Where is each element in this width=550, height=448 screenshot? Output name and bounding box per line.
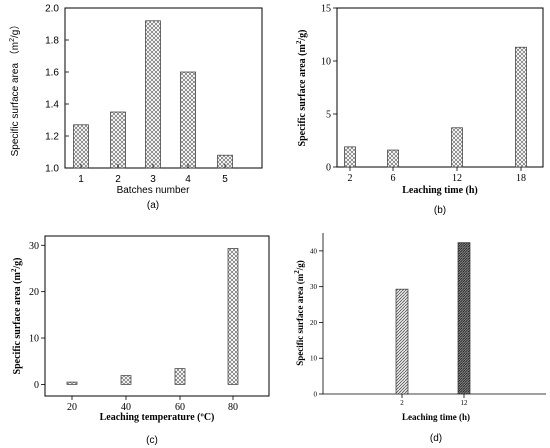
x-tick-label: 2: [115, 174, 121, 185]
panel-label: (c): [146, 435, 158, 446]
bar: [387, 149, 399, 168]
chart-panel-c: 0 10 20 30 20 40 60 80 Leaching temperature (ºC)…: [10, 235, 270, 446]
bar: [344, 146, 356, 168]
y-axis-label: Specific surface area （m2/g）: [9, 20, 21, 157]
panel-label: (a): [147, 200, 159, 211]
chart-panel-b: 0 5 10 15 2 6 12 18 Leaching time (h) Specific su…: [295, 4, 544, 216]
bar: [174, 368, 186, 385]
bar: [110, 111, 126, 169]
y-tick-label: 2.0: [45, 4, 59, 15]
x-tick-label: 4: [185, 174, 191, 185]
x-tick-label: 1: [78, 174, 84, 185]
y-tick-label: 10: [310, 355, 318, 363]
x-tick-label: 20: [67, 402, 77, 413]
x-tick-label: 6: [391, 173, 396, 184]
y-tick-label: 20: [310, 319, 318, 327]
x-tick-label: 12: [452, 173, 462, 184]
x-tick-label: 2: [348, 173, 353, 184]
bar: [457, 242, 471, 395]
x-tick-label: 12: [461, 399, 469, 407]
bar: [395, 288, 409, 395]
y-axis-label: Specific surface area (m2/g): [293, 260, 305, 366]
y-tick-label: 1.0: [45, 164, 59, 175]
y-tick-label: 0: [34, 380, 39, 391]
x-tick-label: 5: [222, 174, 228, 185]
chart-panel-a: 1.0 1.2 1.4 1.6 1.8 2.0 1 2 3 4 5 Batches number Spe…: [9, 4, 263, 211]
y-tick-label: 5: [326, 110, 331, 121]
x-tick-label: 80: [228, 402, 238, 413]
y-tick-label: 0: [314, 390, 318, 398]
y-tick-label: 40: [310, 247, 318, 255]
y-tick-label: 15: [321, 4, 331, 15]
plot-frame: [64, 7, 263, 169]
x-tick-label: 3: [150, 174, 156, 185]
y-tick-label: 10: [321, 57, 331, 68]
bar: [145, 20, 161, 169]
x-axis-label: Leaching time (h): [402, 412, 470, 422]
y-tick-label: 30: [29, 241, 39, 252]
x-tick-label: 2: [400, 399, 404, 407]
y-tick-label: 10: [29, 334, 39, 345]
x-tick-label: 40: [121, 402, 131, 413]
plot-frame: [44, 235, 270, 397]
bar: [227, 248, 239, 385]
y-tick-label: 0: [326, 163, 331, 174]
y-axis-label: Specific surface area (m2/g): [295, 30, 308, 147]
bar: [451, 127, 463, 168]
panel-label: (b): [434, 205, 446, 216]
plot-frame: [336, 7, 544, 168]
y-axis-label: Specific surface area (m2/g): [10, 258, 23, 375]
x-axis-label: Leaching temperature (ºC): [100, 412, 215, 423]
bar: [120, 375, 132, 385]
x-axis-label: Leaching time (h): [402, 185, 478, 196]
y-tick-label: 30: [310, 283, 318, 291]
x-tick-label: 60: [175, 402, 185, 413]
x-axis-label: Batches number: [117, 185, 190, 196]
y-tick-label: 20: [29, 287, 39, 298]
bar: [180, 71, 196, 169]
bar: [73, 124, 89, 169]
y-tick-label: 1.2: [45, 132, 59, 143]
bar: [66, 381, 78, 385]
panel-label: (d): [430, 433, 442, 444]
x-tick-label: 18: [516, 173, 526, 184]
y-tick-label: 1.8: [45, 36, 59, 47]
bar: [515, 46, 527, 168]
chart-panel-d: 0 10 20 30 40 2 12 Leaching time (h) Specific su…: [293, 233, 546, 444]
y-tick-label: 1.6: [45, 68, 59, 79]
y-tick-label: 1.4: [45, 100, 59, 111]
